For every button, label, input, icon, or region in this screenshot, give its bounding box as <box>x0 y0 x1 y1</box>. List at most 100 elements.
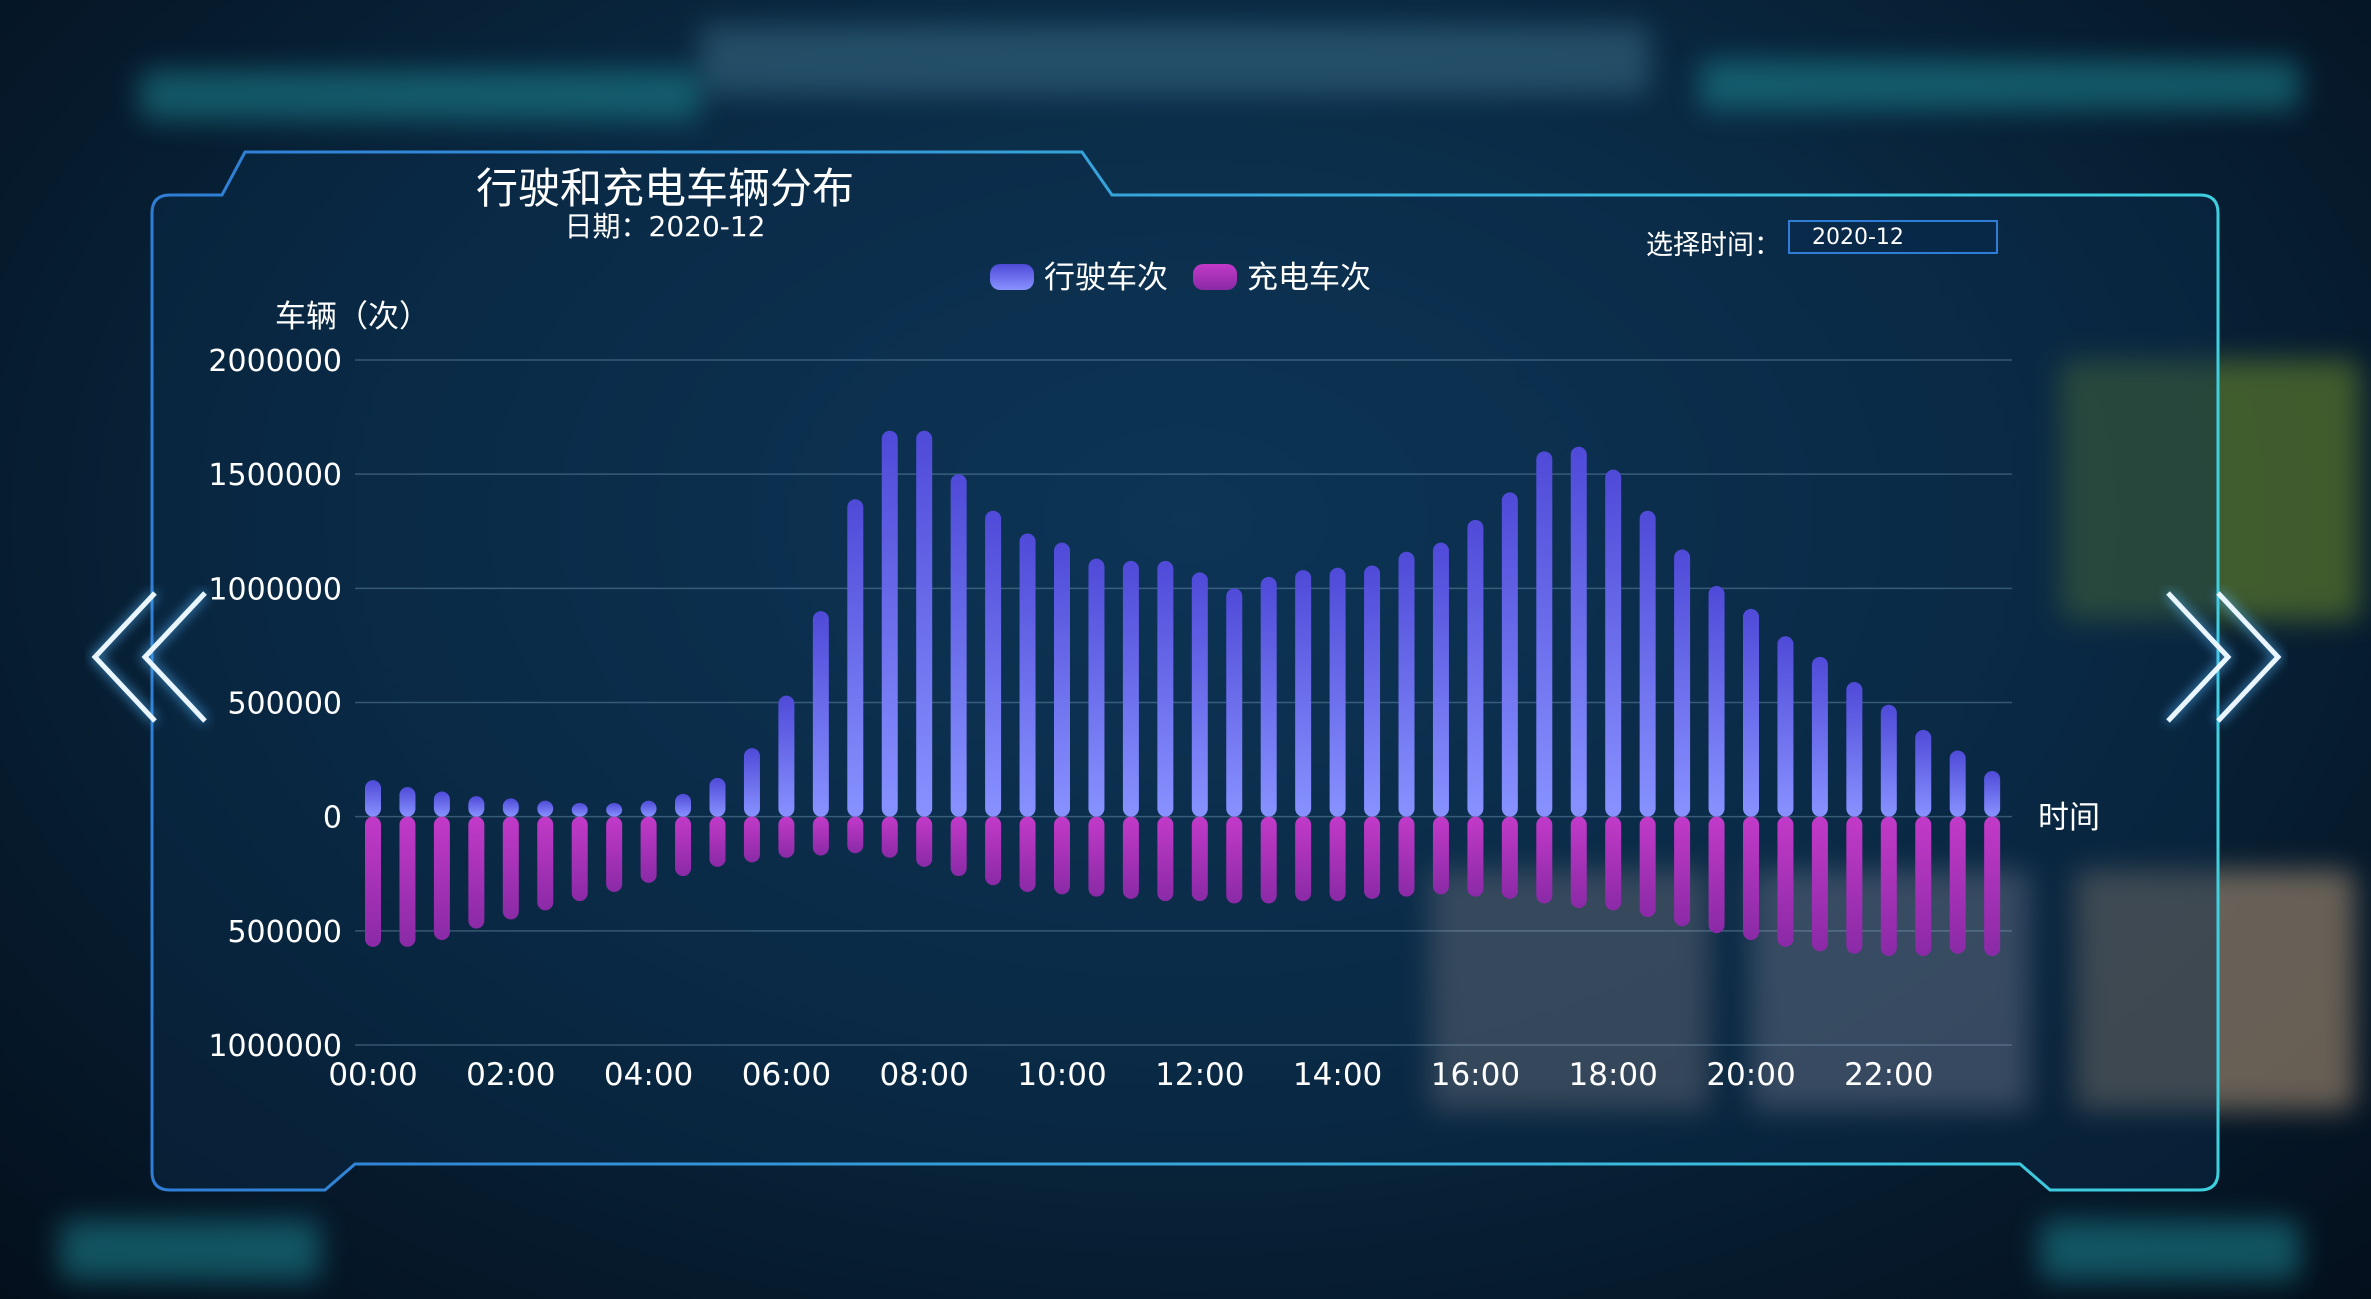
charging-bar <box>675 816 692 877</box>
x-tick-label: 20:00 <box>1706 1057 1795 1093</box>
driving-bar <box>1570 446 1587 817</box>
driving-bar <box>1157 560 1174 817</box>
charging-bar <box>537 816 554 911</box>
charging-bar <box>1570 816 1587 908</box>
driving-bar <box>985 510 1002 817</box>
driving-bar <box>1743 608 1759 817</box>
charging-bar <box>1157 816 1174 902</box>
prev-button[interactable] <box>85 585 215 735</box>
driving-bar <box>1329 567 1346 817</box>
legend-swatch <box>990 264 1034 290</box>
driving-bar <box>1984 771 2001 817</box>
next-button[interactable] <box>2158 585 2288 735</box>
driving-bar <box>1260 576 1277 817</box>
charging-bar <box>812 816 829 856</box>
driving-bar <box>1639 510 1656 817</box>
legend-charging[interactable]: 充电车次 <box>1193 260 1371 296</box>
charging-bar <box>847 816 864 854</box>
driving-bar <box>502 798 519 817</box>
driving-bar <box>468 796 485 817</box>
driving-bar <box>433 791 450 817</box>
bg-top-left-bar <box>140 70 700 120</box>
x-tick-label: 14:00 <box>1293 1057 1382 1093</box>
x-tick-label: 10:00 <box>1017 1057 1106 1093</box>
charging-bar <box>1536 816 1553 904</box>
charging-bar <box>1467 816 1484 897</box>
bg-right-green <box>2060 360 2360 620</box>
charging-bar <box>709 816 726 867</box>
x-tick-label: 08:00 <box>880 1057 969 1093</box>
driving-bar <box>1191 572 1208 817</box>
driving-bar <box>812 611 829 817</box>
time-select-input[interactable] <box>1788 220 1998 254</box>
driving-bar <box>1467 519 1484 817</box>
driving-bar <box>1674 549 1691 817</box>
x-tick-label: 16:00 <box>1431 1057 1520 1093</box>
charging-bar <box>1019 816 1036 893</box>
driving-bar <box>1432 542 1449 817</box>
legend-label: 充电车次 <box>1247 260 1371 296</box>
driving-bar <box>1019 533 1036 817</box>
driving-bar <box>950 474 967 817</box>
legend-driving[interactable]: 行驶车次 <box>990 260 1168 296</box>
charging-bar <box>1915 816 1932 956</box>
charging-bar <box>1122 816 1139 899</box>
charging-bar <box>1295 816 1312 902</box>
driving-bar <box>675 793 692 817</box>
double-chevron-left-icon <box>91 591 207 723</box>
x-axis-title: 时间 <box>2038 800 2100 836</box>
chart-title: 行驶和充电车辆分布 <box>475 164 855 213</box>
bg-map-tile-1 <box>1430 870 1710 1110</box>
chart-date: 日期：2020-12 <box>564 210 766 243</box>
charging-bar <box>571 816 588 902</box>
charging-bar <box>1846 816 1863 954</box>
driving-bar <box>365 780 381 817</box>
driving-bar <box>1398 551 1415 817</box>
driving-bar <box>1226 588 1243 817</box>
driving-bar <box>1880 704 1897 817</box>
charging-bar <box>502 816 519 920</box>
charging-bar <box>606 816 623 893</box>
charging-bar <box>1605 816 1622 911</box>
charging-bar <box>1260 816 1277 904</box>
driving-bar <box>1949 750 1966 817</box>
driving-bar <box>881 430 898 817</box>
charging-bar <box>916 816 933 867</box>
driving-bar <box>1708 586 1725 817</box>
charging-bar <box>1949 816 1966 954</box>
y-tick-label: 1000000 <box>208 1029 342 1064</box>
driving-bar <box>1777 636 1794 817</box>
charging-bar <box>1501 816 1518 899</box>
y-tick-label: 500000 <box>227 915 342 950</box>
x-tick-label: 12:00 <box>1155 1057 1244 1093</box>
driving-bar <box>399 786 416 817</box>
y-tick-label: 2000000 <box>208 344 342 379</box>
charging-bar <box>743 816 760 863</box>
charging-bar <box>1674 816 1691 927</box>
charging-bar <box>1054 816 1070 895</box>
driving-bar <box>1088 558 1105 817</box>
driving-bar <box>606 802 623 817</box>
y-tick-label: 1000000 <box>208 572 342 607</box>
driving-bar <box>916 430 933 817</box>
y-axis-title: 车辆（次） <box>275 299 430 335</box>
driving-bar <box>640 800 657 817</box>
x-tick-label: 22:00 <box>1844 1057 1933 1093</box>
charging-bar <box>950 816 967 877</box>
driving-bar <box>778 695 795 817</box>
y-tick-label: 500000 <box>227 687 342 722</box>
legend-label: 行驶车次 <box>1044 260 1168 296</box>
driving-bar <box>1364 565 1381 817</box>
charging-bar <box>1708 816 1725 934</box>
driving-bar <box>571 802 588 817</box>
driving-bar <box>1915 729 1932 817</box>
driving-bar <box>1605 469 1622 817</box>
legend-swatch <box>1193 264 1237 290</box>
bg-bottom-left-btn <box>60 1220 320 1280</box>
charging-bar <box>778 816 795 858</box>
charging-bar <box>1398 816 1415 897</box>
charging-bar <box>1364 816 1381 899</box>
charging-bar <box>1639 816 1656 918</box>
charging-bar <box>1984 816 2001 956</box>
